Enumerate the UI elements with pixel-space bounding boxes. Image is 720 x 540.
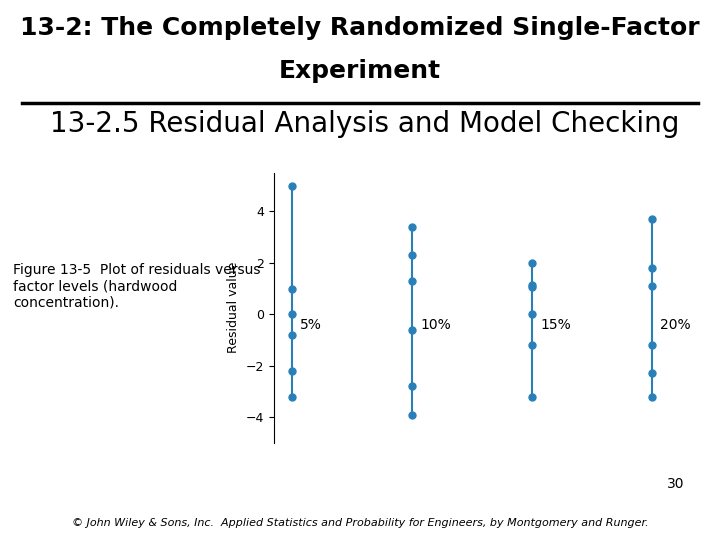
Text: 20%: 20% [660, 318, 690, 332]
Text: 30: 30 [667, 477, 684, 491]
Text: Experiment: Experiment [279, 59, 441, 83]
Text: 10%: 10% [420, 318, 451, 332]
Y-axis label: Residual value: Residual value [227, 262, 240, 354]
Text: Figure 13-5  Plot of residuals versus
factor levels (hardwood
concentration).: Figure 13-5 Plot of residuals versus fac… [13, 263, 261, 309]
Text: © John Wiley & Sons, Inc.  Applied Statistics and Probability for Engineers, by : © John Wiley & Sons, Inc. Applied Statis… [72, 518, 648, 528]
Text: 13-2: The Completely Randomized Single-Factor: 13-2: The Completely Randomized Single-F… [20, 16, 700, 40]
Text: 13-2.5 Residual Analysis and Model Checking: 13-2.5 Residual Analysis and Model Check… [50, 110, 680, 138]
Text: 15%: 15% [540, 318, 571, 332]
Text: 5%: 5% [300, 318, 322, 332]
